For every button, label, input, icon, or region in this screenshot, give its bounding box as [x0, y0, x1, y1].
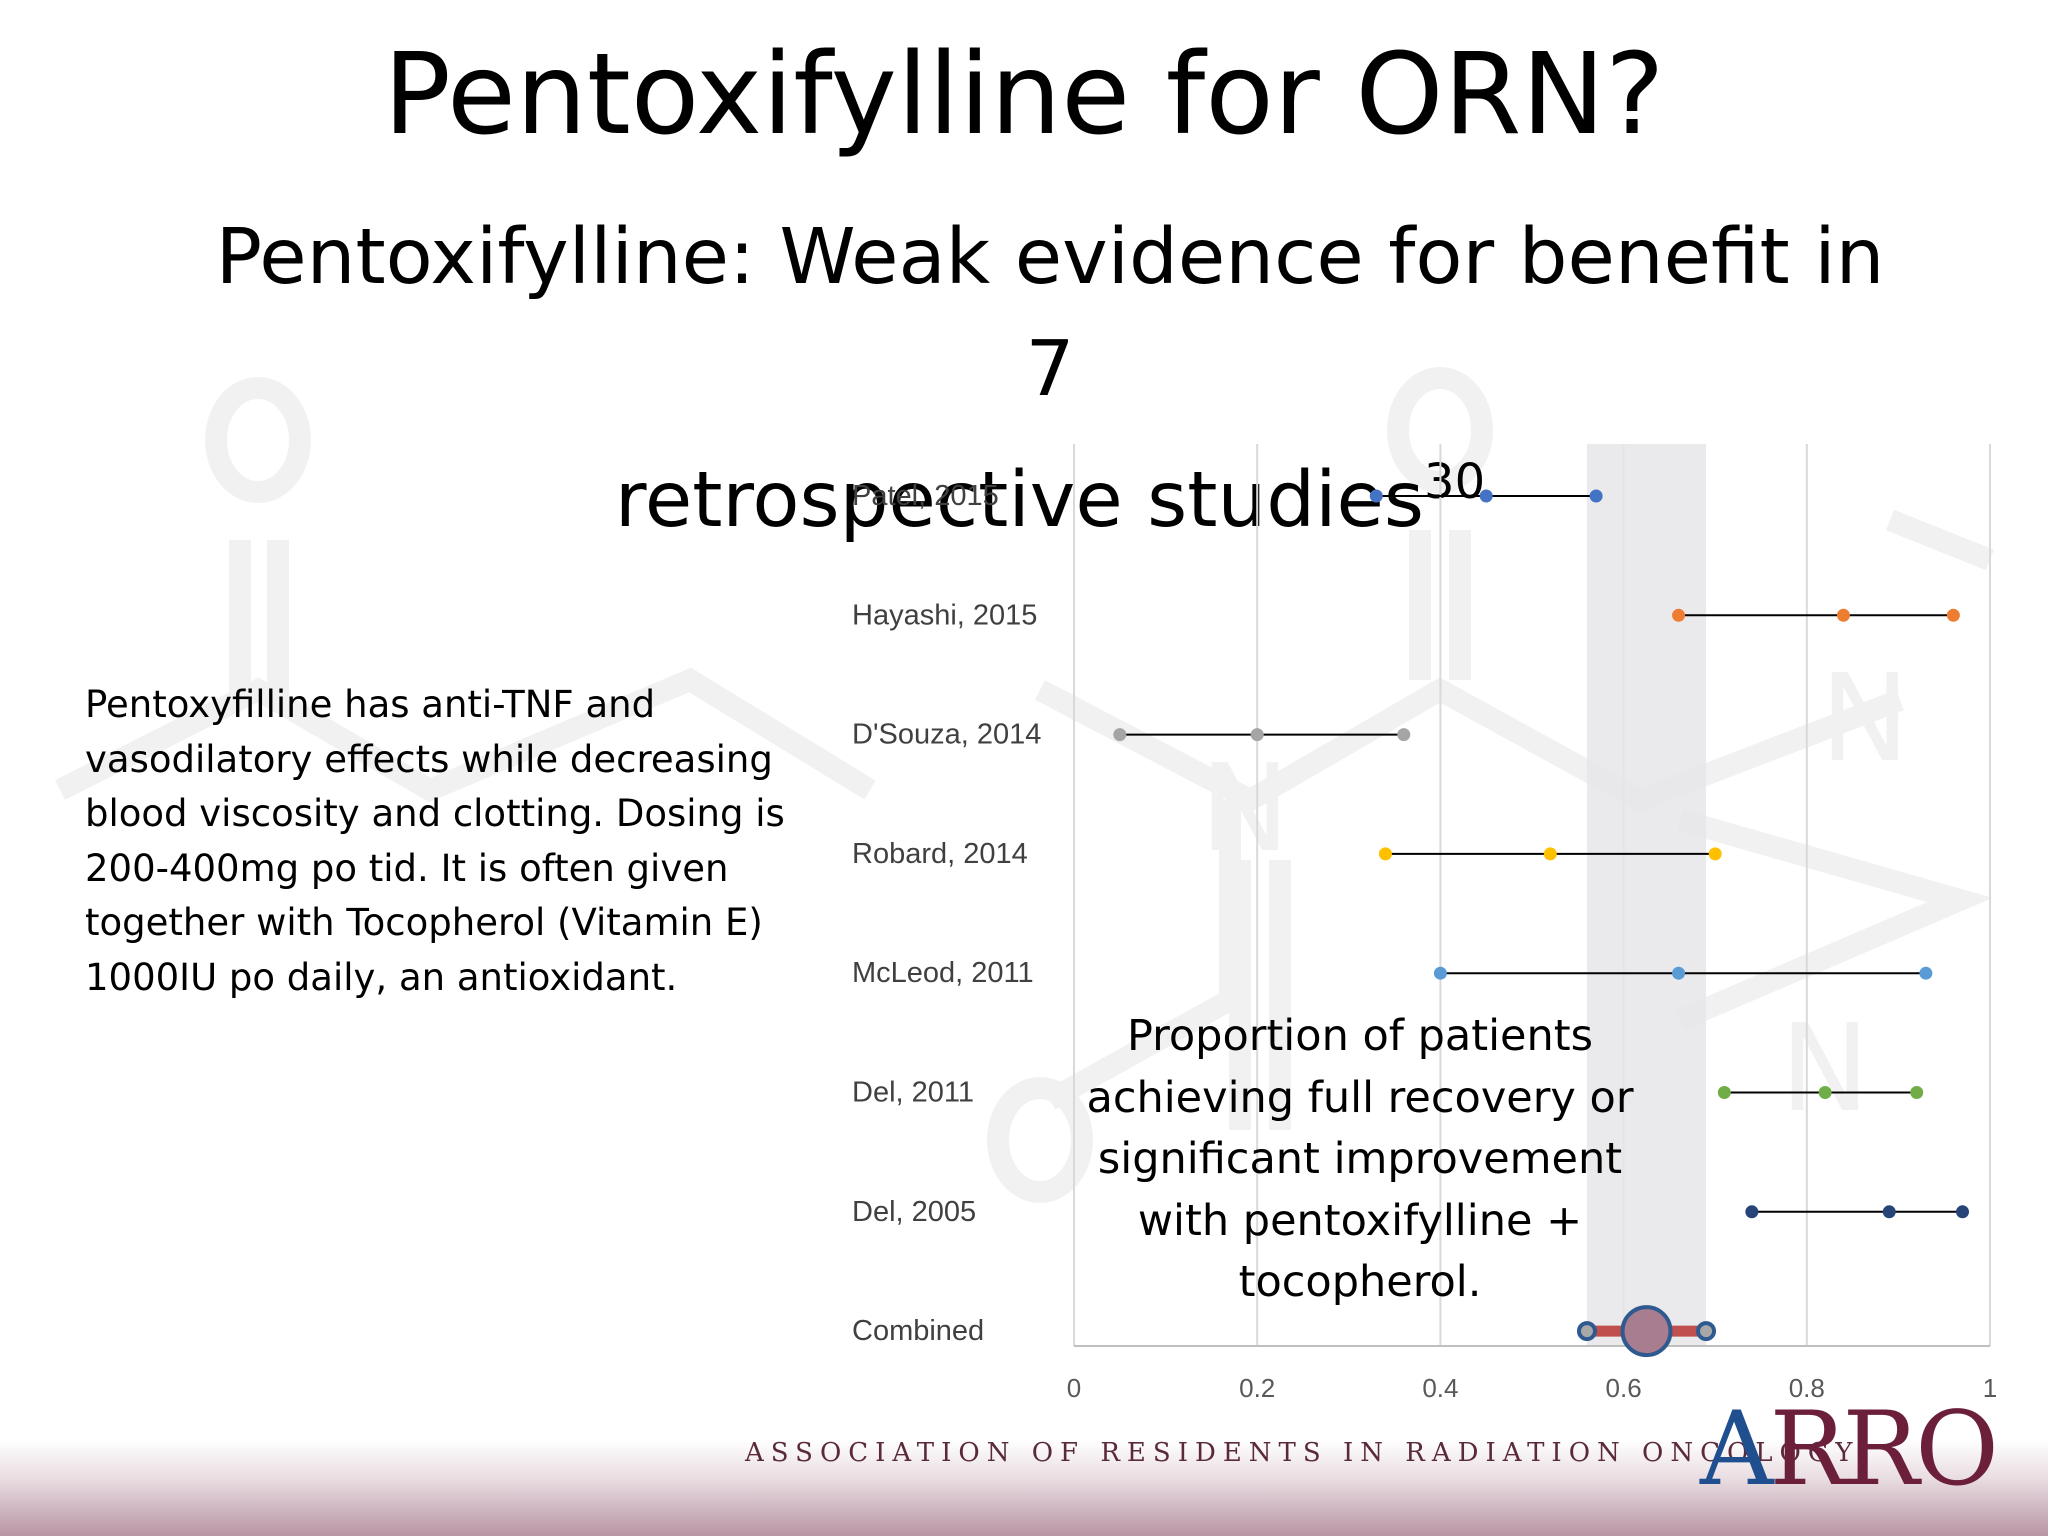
combined-ci-high — [1696, 1321, 1717, 1342]
ci-low-point — [1433, 966, 1447, 980]
study-label: Del, 2005 — [852, 1196, 976, 1228]
x-tick-label: 1 — [1983, 1373, 1997, 1403]
study-label: Patel, 2015 — [852, 480, 999, 512]
arro-logo-rest: RRO — [1769, 1390, 1999, 1509]
estimate-point — [1882, 1205, 1896, 1219]
svg-text:N: N — [1780, 1000, 1870, 1139]
subtitle-reference: 30 — [1424, 454, 1486, 510]
x-tick-label: 0 — [1067, 1373, 1081, 1403]
study-label: McLeod, 2011 — [852, 957, 1034, 989]
ci-high-point — [1708, 847, 1722, 861]
ci-low-point — [1113, 728, 1127, 742]
subtitle-line2: retrospective studies — [614, 456, 1425, 545]
estimate-point — [1543, 847, 1557, 861]
chart-x-axis: 0 0.2 0.4 0.6 0.8 1 — [1067, 1345, 1997, 1403]
ci-low-point — [1672, 608, 1686, 622]
subtitle-line1: Pentoxifylline: Weak evidence for benefi… — [215, 213, 1885, 414]
shaded-band — [1586, 444, 1707, 1346]
ci-high-point — [1946, 608, 1960, 622]
ci-high-point — [1397, 728, 1411, 742]
svg-text:N: N — [1820, 650, 1910, 789]
estimate-point — [1818, 1086, 1832, 1099]
chart-shaded-band — [1586, 444, 1707, 1346]
study-label: Del, 2011 — [852, 1077, 974, 1109]
slide-title: Pentoxifylline for ORN? — [383, 30, 1665, 160]
combined-label: Combined — [852, 1315, 984, 1347]
estimate-point — [1479, 489, 1493, 503]
footer-band — [0, 1440, 2048, 1536]
x-tick-label: 0.6 — [1606, 1373, 1642, 1403]
x-tick-label: 0.8 — [1789, 1373, 1825, 1403]
chart-annotation: Proportion of patients achieving full re… — [1086, 1011, 1634, 1307]
estimate-point — [1672, 966, 1686, 980]
ci-high-point — [1589, 489, 1603, 503]
study-label: Robard, 2014 — [852, 838, 1028, 870]
combined-ci-low — [1576, 1321, 1597, 1342]
estimate-point — [1836, 608, 1850, 622]
chart-marks — [1113, 489, 1970, 1358]
footer-organization: ASSOCIATION OF RESIDENTS IN RADIATION ON… — [745, 1438, 1860, 1468]
x-tick-label: 0.2 — [1239, 1373, 1275, 1403]
chart-study-labels: Patel, 2015 Hayashi, 2015 D'Souza, 2014 Rob… — [852, 480, 1041, 1347]
ci-low-point — [1378, 847, 1392, 861]
ci-high-point — [1956, 1205, 1970, 1219]
ci-low-point — [1745, 1205, 1759, 1219]
combined-estimate — [1620, 1305, 1673, 1358]
study-label: D'Souza, 2014 — [852, 719, 1041, 751]
mechanism-description: Pentoxyfilline has anti-TNF and vasodila… — [85, 683, 785, 999]
ci-high-point — [1910, 1086, 1924, 1099]
ci-high-point — [1919, 966, 1933, 980]
ci-low-point — [1369, 489, 1383, 503]
arro-logo: ARRO — [1700, 1399, 1999, 1501]
ci-low-point — [1717, 1086, 1731, 1099]
x-tick-label: 0.4 — [1422, 1373, 1458, 1403]
svg-text:N: N — [1200, 740, 1290, 879]
arro-logo-a: A — [1700, 1390, 1774, 1509]
estimate-point — [1250, 728, 1264, 742]
slide-subtitle: Pentoxifylline: Weak evidence for benefi… — [200, 202, 1900, 557]
study-label: Hayashi, 2015 — [852, 599, 1037, 631]
